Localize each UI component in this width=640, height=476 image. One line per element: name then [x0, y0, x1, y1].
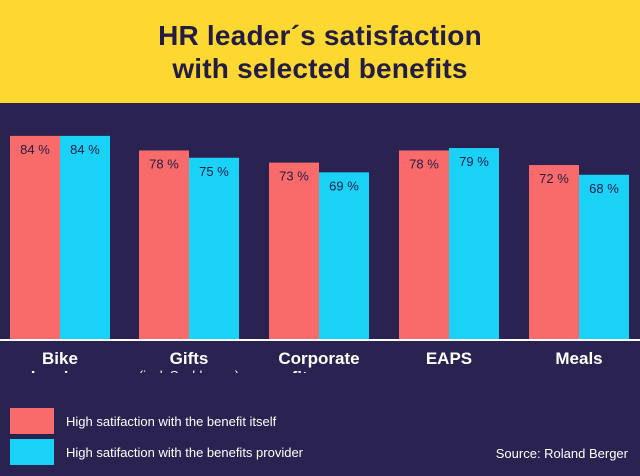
category-label-2: Gifts: [170, 349, 209, 368]
data-label-provider-1: 84 %: [70, 142, 100, 157]
data-label-benefit-2: 78 %: [149, 156, 179, 171]
legend-swatch-provider: [10, 439, 54, 465]
chart-title-line-1: HR leader´s satisfaction: [158, 19, 482, 51]
bar-benefit-1: [10, 135, 60, 340]
legend-label-provider: High satifaction with the benefits provi…: [66, 444, 304, 460]
source-note: Source: Roland Berger: [495, 446, 628, 461]
legend-item-benefit: High satifaction with the benefit itself: [10, 408, 276, 434]
bar-provider-2: [189, 157, 239, 340]
data-label-provider-3: 69 %: [329, 178, 359, 193]
category-sublabel-3: fitness: [292, 368, 347, 373]
data-label-benefit-4: 78 %: [409, 156, 439, 171]
data-label-benefit-5: 72 %: [539, 171, 569, 186]
data-label-provider-2: 75 %: [199, 164, 229, 179]
category-label-1: Bike: [42, 349, 78, 368]
bar-provider-3: [319, 172, 369, 340]
bar-benefit-5: [529, 165, 579, 340]
bar-chart: 84 % 84 % Bikeleasing 78 % 75 % Gifts(incl. S…: [0, 135, 640, 373]
category-sublabel-1: leasing: [31, 368, 90, 373]
category-label-4: EAPS: [426, 349, 472, 368]
data-label-provider-4: 79 %: [459, 154, 489, 169]
data-label-benefit-1: 84 %: [20, 142, 50, 157]
category-sublabel-2: (incl. Sachbezug): [139, 368, 239, 373]
bar-provider-5: [579, 174, 629, 340]
chart-title-line-2: with selected benefits: [172, 52, 468, 84]
data-label-benefit-3: 73 %: [279, 169, 309, 184]
category-label-3: Corporate: [278, 349, 359, 368]
legend-item-provider: High satifaction with the benefits provi…: [10, 439, 303, 465]
bar-benefit-3: [269, 162, 319, 340]
data-label-provider-5: 68 %: [589, 181, 619, 196]
legend-label-benefit: High satifaction with the benefit itself: [66, 413, 277, 429]
bar-provider-4: [449, 148, 499, 340]
title-banner: HR leader´s satisfaction with selected b…: [0, 0, 640, 103]
legend: High satifaction with the benefit itself…: [0, 400, 640, 476]
bar-benefit-4: [399, 150, 449, 340]
bar-benefit-2: [139, 150, 189, 340]
category-label-5: Meals: [555, 349, 602, 368]
legend-swatch-benefit: [10, 408, 54, 434]
bar-provider-1: [60, 135, 110, 340]
